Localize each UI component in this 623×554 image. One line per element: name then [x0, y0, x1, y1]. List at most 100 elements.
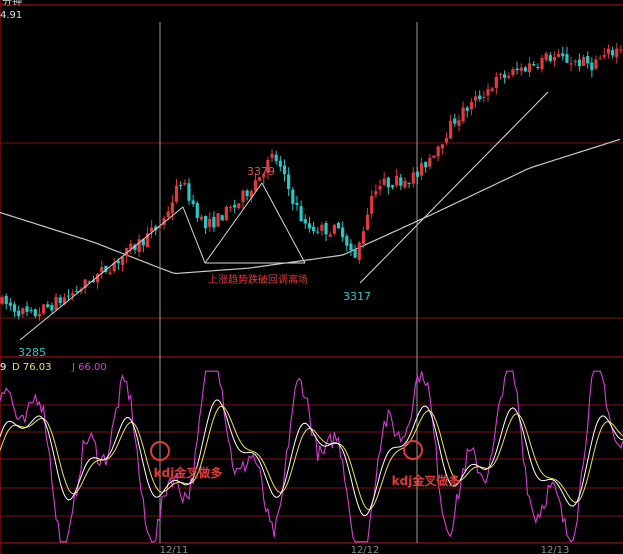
candle-body [399, 177, 403, 186]
candle-body [25, 306, 29, 312]
candle-body [407, 182, 411, 184]
candle-body [208, 218, 212, 227]
candle-body [216, 213, 220, 227]
candle-body [515, 68, 519, 71]
candle-body [199, 216, 204, 220]
candle-body [586, 55, 590, 64]
candle-body [419, 163, 424, 176]
candle-body [270, 153, 274, 158]
candle-body [361, 231, 366, 244]
candle-body [62, 297, 66, 304]
candle-body [104, 265, 108, 272]
trendline-3 [204, 182, 263, 264]
kdj-signal-note-2: kdj金叉做多 [392, 473, 461, 488]
x-tick-label: 12/11 [160, 545, 189, 554]
candle-body [253, 180, 258, 191]
x-tick-label: 12/13 [541, 545, 570, 554]
candle-body [444, 138, 449, 143]
candle-body [482, 97, 486, 99]
candle-body [606, 48, 611, 54]
candlestick-layer [0, 42, 623, 321]
pattern-note: 上涨趋势跌破回调离场 [208, 273, 308, 286]
candle-body [473, 96, 478, 101]
candle-body [228, 207, 233, 209]
candle-body [58, 297, 62, 303]
candle-body [511, 69, 515, 76]
candle-body [565, 54, 569, 63]
candle-body [299, 206, 303, 222]
candle-body [386, 177, 390, 188]
candle-body [166, 211, 170, 218]
candle-body [498, 74, 503, 76]
candle-body [120, 256, 125, 265]
candle-body [129, 243, 133, 250]
candle-body [112, 262, 116, 272]
candle-body [0, 296, 4, 304]
candle-body [212, 216, 216, 228]
candle-body [532, 63, 536, 66]
candle-body [615, 48, 619, 58]
candle-body [303, 219, 307, 224]
trendline-layer [19, 91, 549, 341]
candle-body [133, 244, 137, 250]
candle-body [494, 77, 498, 89]
candle-body [415, 171, 420, 177]
candle-body [548, 55, 552, 62]
candle-body [108, 272, 112, 274]
candle-body [170, 202, 174, 213]
candle-body [291, 189, 295, 204]
trendline-4 [261, 182, 306, 264]
candle-body [523, 67, 527, 72]
candle-body [577, 59, 581, 67]
candle-body [278, 160, 282, 167]
candle-body [262, 174, 266, 178]
candle-body [149, 227, 154, 232]
candle-body [581, 57, 586, 66]
candle-body [345, 236, 349, 246]
candle-body [4, 295, 8, 304]
candle-body [449, 120, 453, 139]
candle-body [507, 75, 511, 78]
candle-body [187, 183, 191, 201]
candle-body [245, 190, 249, 197]
candle-body [602, 54, 606, 57]
candle-body [137, 239, 141, 253]
price-marker-3379: 3379 [247, 165, 275, 178]
candle-body [428, 157, 432, 167]
candle-body [590, 62, 594, 71]
candle-body [233, 204, 237, 208]
candle-body [374, 191, 378, 195]
candle-body [266, 159, 270, 173]
candle-body [83, 279, 87, 289]
period-label[interactable]: 分钟 [2, 0, 22, 8]
candle-body [424, 161, 428, 168]
candle-body [237, 203, 241, 209]
candle-body [100, 267, 104, 273]
candle-body [382, 178, 386, 185]
candle-body [183, 182, 187, 185]
trendline-6 [359, 91, 549, 284]
candle-body [116, 261, 120, 264]
candle-body [411, 172, 415, 184]
candle-body [179, 184, 183, 186]
candle-body [195, 202, 199, 219]
candle-body [66, 295, 71, 297]
candle-body [403, 180, 407, 188]
candle-body [461, 107, 465, 122]
candle-body [75, 291, 79, 293]
candle-body [241, 190, 245, 202]
kdj-k-value: 9 [0, 362, 7, 373]
candle-body [203, 215, 208, 229]
candle-body [465, 107, 469, 111]
candle-body [619, 49, 623, 51]
candle-body [311, 226, 316, 232]
candle-body [249, 191, 253, 198]
candle-body [191, 200, 195, 205]
candle-body [8, 302, 12, 306]
candle-body [87, 281, 91, 283]
candle-body [287, 174, 291, 189]
candle-body [324, 223, 328, 235]
candle-body [490, 88, 494, 92]
